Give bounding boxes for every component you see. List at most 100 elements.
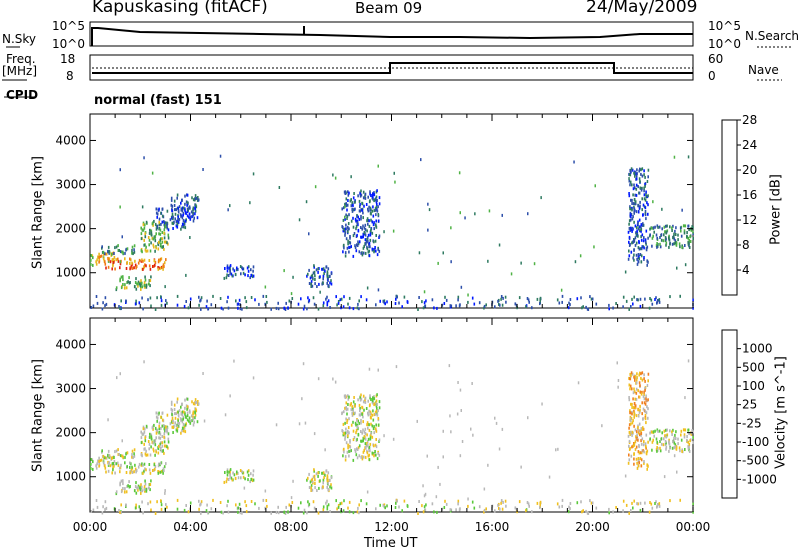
echo-cell bbox=[102, 250, 105, 254]
echo-cell bbox=[442, 251, 444, 255]
echo-cell bbox=[663, 233, 665, 237]
echo-cell bbox=[357, 215, 359, 219]
echo-cell bbox=[329, 274, 331, 278]
echo-cell bbox=[172, 426, 174, 429]
echo-cell bbox=[581, 510, 583, 514]
echo-cell bbox=[322, 281, 324, 285]
echo-cell bbox=[668, 234, 670, 238]
echo-cell bbox=[582, 509, 584, 513]
echo-cell bbox=[313, 264, 315, 268]
echo-cell bbox=[365, 445, 367, 449]
echo-cell bbox=[457, 502, 459, 506]
echo-cell bbox=[130, 462, 132, 466]
echo-cell bbox=[241, 470, 243, 474]
echo-cell bbox=[158, 240, 160, 244]
echo-cell bbox=[174, 416, 177, 420]
echo-cell bbox=[151, 440, 154, 444]
echo-cell bbox=[377, 417, 380, 420]
echo-cell bbox=[360, 193, 363, 197]
echo-cell bbox=[344, 217, 346, 221]
echo-cell bbox=[145, 220, 148, 224]
echo-cell bbox=[141, 500, 143, 504]
echo-cell bbox=[643, 169, 645, 173]
echo-cell bbox=[228, 266, 230, 270]
echo-cell bbox=[345, 237, 348, 241]
echo-cell bbox=[349, 241, 352, 245]
echo-cell bbox=[531, 306, 533, 310]
echo-cell bbox=[467, 293, 469, 297]
echo-cell bbox=[362, 235, 364, 239]
echo-cell bbox=[120, 479, 123, 483]
echo-cell bbox=[641, 390, 643, 394]
echo-cell bbox=[358, 413, 361, 417]
echo-cell bbox=[171, 413, 173, 417]
echo-cell bbox=[196, 420, 199, 424]
echo-cell bbox=[177, 215, 179, 219]
echo-cell bbox=[634, 406, 637, 410]
echo-cell bbox=[164, 491, 166, 495]
echo-cell bbox=[95, 295, 98, 298]
echo-cell bbox=[155, 227, 158, 231]
echo-cell bbox=[194, 413, 197, 417]
echo-cell bbox=[327, 471, 330, 475]
echo-cell bbox=[647, 236, 649, 240]
echo-cell bbox=[674, 433, 676, 437]
echo-cell bbox=[275, 306, 278, 310]
echo-cell bbox=[631, 297, 633, 301]
echo-cell bbox=[156, 500, 158, 504]
echo-cell bbox=[237, 267, 239, 271]
echo-cell bbox=[181, 198, 183, 202]
echo-cell bbox=[292, 479, 294, 483]
echo-cell bbox=[96, 505, 99, 509]
echo-cell bbox=[569, 303, 571, 307]
echo-cell bbox=[107, 469, 110, 473]
echo-cell bbox=[150, 304, 152, 308]
echo-cell bbox=[629, 384, 632, 388]
echo-cell bbox=[185, 273, 187, 277]
echo-cell bbox=[688, 443, 691, 446]
echo-cell bbox=[680, 234, 683, 238]
echo-cell bbox=[637, 438, 639, 442]
echo-cell bbox=[129, 471, 131, 475]
echo-cell bbox=[142, 511, 144, 515]
echo-cell bbox=[345, 202, 347, 206]
echo-cell bbox=[374, 411, 377, 415]
echo-cell bbox=[590, 501, 593, 505]
echo-cell bbox=[628, 222, 630, 226]
xtick-label: 12:00 bbox=[374, 520, 409, 534]
echo-cell bbox=[634, 440, 637, 444]
echo-cell bbox=[442, 455, 444, 459]
echo-cell bbox=[138, 258, 141, 262]
echo-cell bbox=[144, 235, 147, 239]
echo-cell bbox=[172, 215, 174, 219]
echo-cell bbox=[449, 304, 452, 308]
echo-cell bbox=[247, 473, 250, 477]
echo-cell bbox=[143, 243, 145, 247]
echo-cell bbox=[312, 500, 315, 504]
echo-cell bbox=[655, 500, 657, 504]
echo-cell bbox=[677, 437, 679, 441]
echo-cell bbox=[687, 224, 689, 228]
echo-cell bbox=[640, 429, 642, 433]
echo-cell bbox=[652, 234, 654, 238]
echo-cell bbox=[674, 445, 677, 449]
echo-cell bbox=[125, 503, 127, 507]
echo-cell bbox=[127, 484, 129, 488]
echo-cell bbox=[635, 437, 638, 441]
echo-cell bbox=[161, 424, 164, 428]
echo-cell bbox=[478, 505, 481, 509]
echo-cell bbox=[688, 432, 690, 436]
echo-cell bbox=[197, 196, 199, 199]
echo-cell bbox=[254, 502, 256, 506]
echo-cell bbox=[366, 236, 369, 240]
echo-cell bbox=[373, 250, 375, 254]
echo-cell bbox=[184, 412, 186, 416]
ytick-label: 1000 bbox=[55, 266, 86, 280]
echo-cell bbox=[148, 463, 151, 466]
echo-cell bbox=[130, 468, 133, 472]
echo-cell bbox=[344, 437, 346, 441]
echo-cell bbox=[587, 512, 590, 515]
echo-cell bbox=[360, 455, 362, 459]
echo-cell bbox=[640, 235, 642, 239]
echo-cell bbox=[629, 242, 631, 246]
